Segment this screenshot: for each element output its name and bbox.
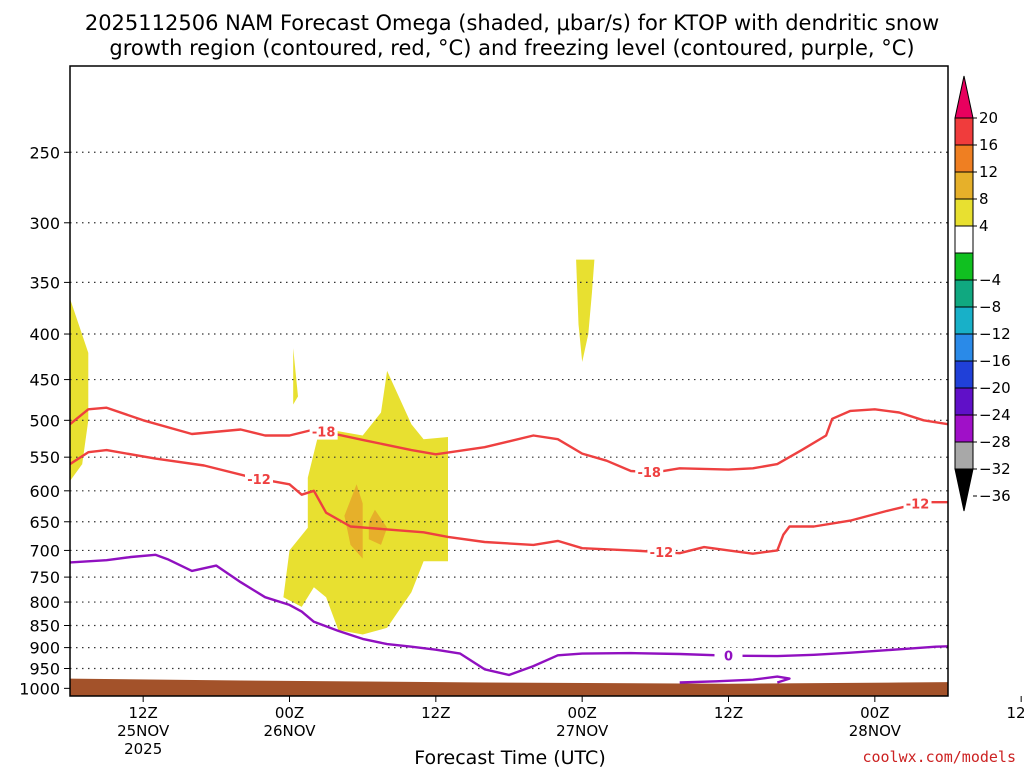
y-tick-label-300: 300 — [29, 214, 60, 233]
x-tick-label-5: 00Z — [860, 704, 889, 722]
y-tick-label-600: 600 — [29, 482, 60, 501]
x-tick-label-4: 12Z — [714, 704, 743, 722]
colorbar-swatch-7 — [954, 279, 974, 308]
colorbar-swatch-11 — [954, 387, 974, 416]
contour-label-3: -12 — [650, 546, 674, 561]
omega-shade-1-1 — [368, 509, 388, 545]
y-tick-label-250: 250 — [29, 143, 60, 162]
colorbar-label-3: 8 — [979, 190, 989, 208]
colorbar-label-6: −8 — [979, 298, 1001, 316]
x-tick-date-0: 25NOV — [117, 722, 170, 740]
contour-label-5: 0 — [724, 650, 733, 665]
colorbar-label-0: 20 — [979, 109, 998, 127]
colorbar-bottom-arrow — [954, 468, 974, 512]
colorbar-label-13: −36 — [979, 487, 1011, 505]
contour-label-bg-0 — [309, 423, 338, 440]
omega-shade-0-0 — [70, 298, 89, 481]
omega-shade-0-1 — [293, 348, 298, 405]
plot-area: -18 -18 -12 -12 -12 0 — [70, 151, 948, 696]
colorbar-swatch-9 — [954, 333, 974, 362]
y-tick-label-700: 700 — [29, 541, 60, 560]
chart-title-line1: 2025112506 NAM Forecast Omega (shaded, μ… — [85, 11, 939, 35]
colorbar-label-10: −24 — [979, 406, 1011, 424]
y-tick-label-400: 400 — [29, 325, 60, 344]
y-tick-label-800: 800 — [29, 593, 60, 612]
contour-label-2: -12 — [247, 473, 271, 488]
contour-label-bg-4 — [903, 495, 932, 512]
colorbar-swatch-8 — [954, 306, 974, 335]
colorbar-label-4: 4 — [979, 217, 989, 235]
colorbar-label-11: −28 — [979, 433, 1011, 451]
terrain-ground — [70, 678, 948, 696]
colorbar-label-5: −4 — [979, 271, 1001, 289]
plot-content: -18 -18 -12 -12 -12 0 — [70, 151, 948, 696]
omega-shade-0-2 — [283, 370, 448, 635]
series-line-1 — [70, 448, 948, 555]
y-tick-label-1000: 1000 — [19, 679, 60, 698]
y-tick-label-950: 950 — [29, 660, 60, 679]
colorbar-label-8: −16 — [979, 352, 1011, 370]
x-axis-label: Forecast Time (UTC) — [414, 747, 605, 768]
colorbar-label-7: −12 — [979, 325, 1011, 343]
x-tick-date-3: 27NOV — [556, 722, 609, 740]
colorbar-swatch-6 — [954, 252, 974, 281]
series-line-2 — [70, 553, 948, 677]
contour-label-bg-2 — [245, 470, 274, 487]
colorbar-top-arrow — [954, 75, 974, 119]
colorbar-swatch-5 — [954, 225, 974, 254]
y-tick-label-350: 350 — [29, 273, 60, 292]
contour-label-0: -18 — [312, 426, 336, 441]
credit-link[interactable]: coolwx.com/models — [862, 748, 1016, 766]
x-tick-label-2: 12Z — [421, 704, 450, 722]
series-line-3 — [679, 675, 791, 684]
x-tick-date-5: 28NOV — [849, 722, 902, 740]
chart-title-line2: growth region (contoured, red, °C) and f… — [109, 36, 914, 60]
y-tick-label-650: 650 — [29, 513, 60, 532]
series-line-0 — [70, 406, 948, 474]
x-tick-label-1: 00Z — [275, 704, 304, 722]
colorbar-swatch-12 — [954, 414, 974, 443]
omega-shade-0-3 — [576, 259, 595, 362]
colorbar-label-9: −20 — [979, 379, 1011, 397]
contour-label-bg-3 — [647, 544, 676, 561]
y-tick-label-850: 850 — [29, 616, 60, 635]
x-tick-year-0: 2025 — [124, 740, 162, 758]
x-tick-date-1: 26NOV — [263, 722, 316, 740]
x-tick-label-6: 12Z — [1006, 704, 1024, 722]
colorbar-label-2: 12 — [979, 163, 998, 181]
colorbar-label-1: 16 — [979, 136, 998, 154]
y-tick-label-500: 500 — [29, 411, 60, 430]
omega-shade-1-0 — [344, 484, 363, 559]
x-tick-label-3: 00Z — [567, 704, 596, 722]
y-tick-label-900: 900 — [29, 639, 60, 658]
colorbar: 20 16 12 8 4 −4 −8 −12 −16 −20 −24 −28 −32 −36 — [954, 75, 1011, 512]
colorbar-swatch-2 — [954, 144, 974, 173]
plot-frame — [69, 65, 949, 697]
y-tick-label-550: 550 — [29, 448, 60, 467]
axes: 250 300 350 400 450 500 550 600 650 700 750 800 850 9… — [19, 143, 1024, 758]
colorbar-swatch-10 — [954, 360, 974, 389]
contour-label-4: -12 — [906, 498, 930, 513]
y-tick-label-750: 750 — [29, 568, 60, 587]
colorbar-swatch-4 — [954, 198, 974, 227]
contour-label-bg-5 — [714, 647, 743, 664]
colorbar-swatch-13 — [954, 441, 974, 470]
colorbar-label-12: −32 — [979, 460, 1011, 478]
y-tick-label-450: 450 — [29, 371, 60, 390]
x-tick-label-0: 12Z — [128, 704, 157, 722]
contour-label-bg-1 — [635, 463, 664, 480]
colorbar-swatch-1 — [954, 117, 974, 146]
contour-label-1: -18 — [637, 466, 661, 481]
colorbar-swatch-3 — [954, 171, 974, 200]
